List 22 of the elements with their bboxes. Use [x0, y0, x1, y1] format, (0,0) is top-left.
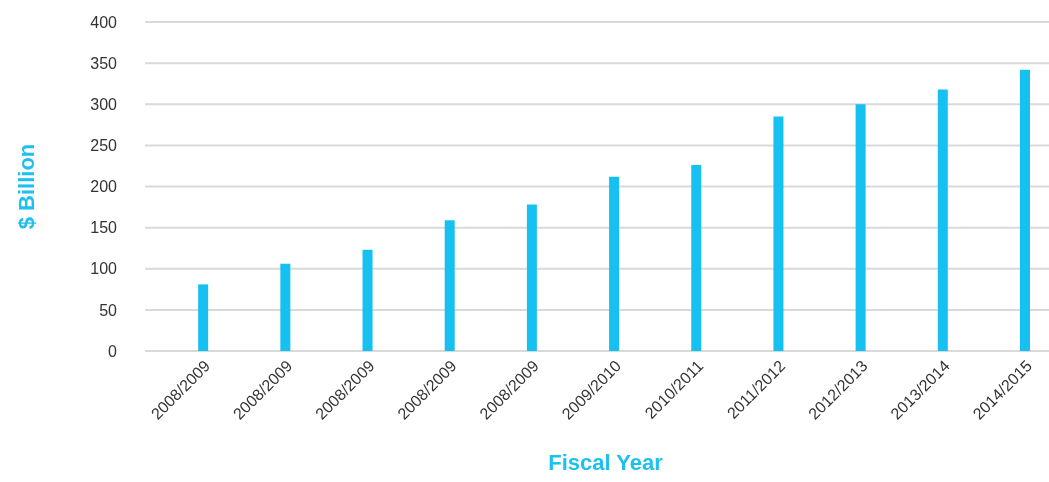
- y-tick-label: 50: [99, 301, 118, 319]
- y-tick-label: 250: [90, 137, 118, 155]
- bar: [362, 249, 373, 351]
- bar: [773, 116, 784, 351]
- y-tick-label: 0: [108, 342, 118, 360]
- bar: [855, 104, 866, 351]
- bar: [937, 89, 948, 351]
- y-tick-label: 300: [90, 95, 118, 113]
- bar: [609, 176, 620, 351]
- y-tick-label: 200: [90, 178, 118, 196]
- bar: [1019, 69, 1030, 351]
- y-tick-label: 350: [90, 54, 118, 72]
- bar: [444, 220, 455, 351]
- x-axis-title: Fiscal Year: [548, 450, 664, 475]
- bar: [198, 284, 209, 351]
- y-axis-title: $ Billion: [13, 143, 39, 230]
- bar: [280, 263, 291, 351]
- y-tick-label: 150: [90, 219, 118, 237]
- bar: [526, 204, 537, 351]
- y-tick-label: 400: [90, 13, 118, 31]
- y-tick-label: 100: [90, 260, 118, 278]
- bar: [691, 165, 702, 351]
